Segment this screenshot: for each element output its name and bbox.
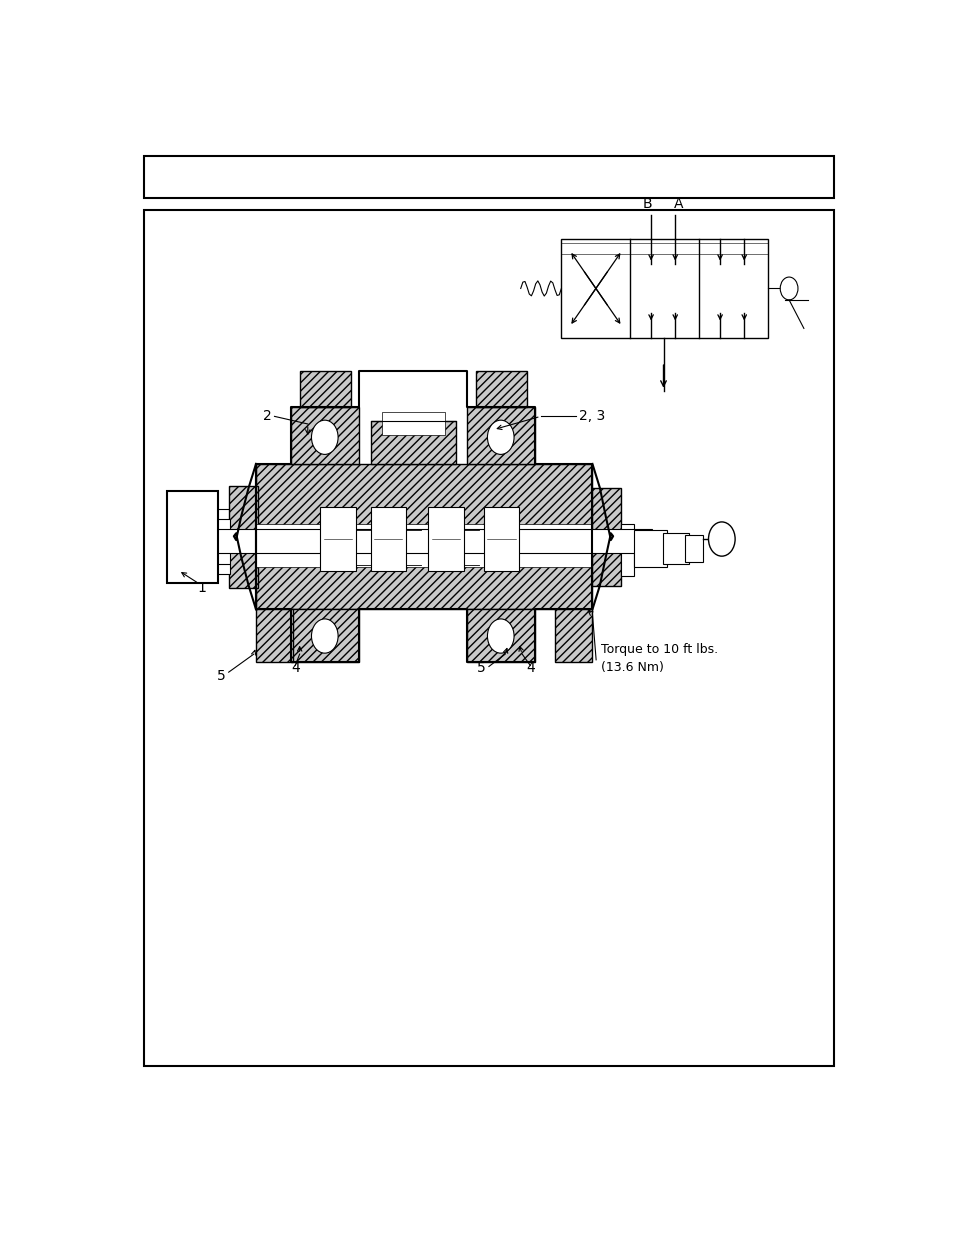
Text: B: B <box>642 196 652 211</box>
Bar <box>215 529 651 553</box>
Bar <box>619 524 633 576</box>
Text: 2, 3: 2, 3 <box>578 409 605 424</box>
Bar <box>633 531 666 567</box>
Circle shape <box>487 420 514 454</box>
Bar <box>684 535 702 562</box>
Bar <box>229 485 258 588</box>
Text: 4: 4 <box>525 662 534 676</box>
Bar <box>555 609 592 662</box>
Text: A: A <box>674 196 683 211</box>
Circle shape <box>311 619 337 653</box>
Bar <box>291 609 358 662</box>
Bar <box>144 156 833 198</box>
Circle shape <box>708 522 735 556</box>
Bar <box>370 506 406 572</box>
Bar <box>428 506 463 572</box>
Text: Torque to 10 ft lbs.
(13.6 Nm): Torque to 10 ft lbs. (13.6 Nm) <box>600 643 718 674</box>
Bar <box>167 490 217 583</box>
Bar <box>299 370 351 406</box>
Bar <box>476 370 527 406</box>
Bar <box>560 238 767 338</box>
Bar <box>255 609 293 662</box>
Bar <box>255 524 592 567</box>
Bar <box>483 506 518 572</box>
Bar <box>662 534 688 563</box>
Text: 2: 2 <box>262 409 272 424</box>
Bar <box>291 406 358 464</box>
Text: 5: 5 <box>476 662 485 676</box>
Bar <box>320 506 355 572</box>
Bar <box>466 609 535 662</box>
Bar <box>592 488 619 585</box>
Text: 1: 1 <box>197 580 206 594</box>
Circle shape <box>311 420 337 454</box>
Text: 4: 4 <box>291 662 299 676</box>
Circle shape <box>487 619 514 653</box>
Bar <box>381 411 444 436</box>
Bar <box>255 464 592 609</box>
Text: 5: 5 <box>216 669 226 683</box>
Circle shape <box>780 277 797 300</box>
Bar <box>466 406 535 464</box>
Bar <box>215 519 230 574</box>
Bar <box>370 421 456 464</box>
